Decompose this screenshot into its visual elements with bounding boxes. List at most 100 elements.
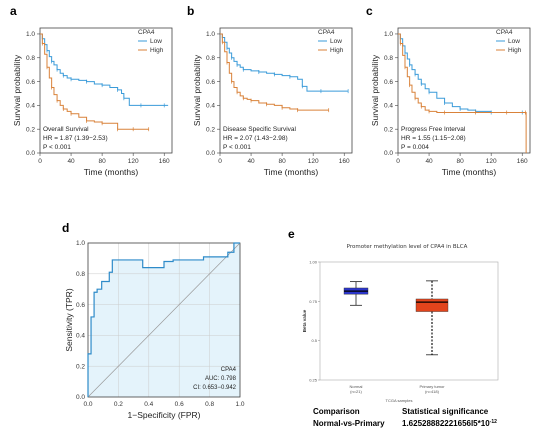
km-line-high [40, 33, 149, 130]
x-tick-label: 40 [67, 158, 75, 165]
y-tick-label: 0.5 [311, 338, 317, 343]
km-annotation: Overall Survival [43, 126, 89, 133]
y-tick-label: 0.2 [76, 363, 85, 370]
legend-label-low: Low [150, 38, 162, 45]
plot-frame [87, 242, 241, 398]
x-axis-title: Time (months) [442, 167, 497, 177]
roc-annotation: CPA4 [221, 367, 237, 373]
y-tick-label: 0.2 [384, 126, 393, 133]
plot-frame [39, 27, 173, 154]
y-tick-label: 1.0 [26, 31, 35, 38]
category-count: (n=418) [425, 389, 440, 394]
km-annotation: P < 0.001 [223, 144, 251, 151]
km-annotation: HR = 2.07 (1.43−2.98) [223, 135, 288, 142]
km-plot-c: 0.0 0.2 0.4 0.6 0.8 1.0 0 40 80 120 160 Time (month… [370, 27, 531, 177]
y-tick-label: 1.0 [384, 31, 393, 38]
y-tick-label: 1.00 [309, 260, 318, 265]
x-tick-label: 80 [99, 158, 107, 165]
legend-title: CPA4 [318, 29, 335, 36]
category-label: Primary tumor [419, 384, 445, 389]
box-plot-e: Promoter methylation level of CPA4 in BL… [302, 244, 499, 403]
significance-mantissa: 1.62528882221656l5*10 [402, 419, 490, 428]
x-tick-label: 160 [339, 158, 350, 165]
x-tick-label: 40 [425, 158, 433, 165]
x-tick-label: 0.8 [205, 401, 214, 408]
x-tick-label: 0 [218, 158, 222, 165]
y-axis-title: Survival probability [370, 54, 380, 126]
x-tick-label: 160 [517, 158, 528, 165]
significance-value: 1.62528882221656l5*10-12 [402, 419, 497, 428]
panel-letter-b: b [187, 4, 194, 18]
panel-letter-a: a [10, 4, 17, 18]
y-tick-label: 0.8 [206, 55, 215, 62]
legend-label-low: Low [508, 38, 520, 45]
x-axis-title: Time (months) [84, 167, 139, 177]
box-primary-tumor [415, 298, 449, 312]
x-tick-label: 160 [159, 158, 170, 165]
plot-frame [397, 27, 531, 154]
y-tick-label: 0.8 [26, 55, 35, 62]
y-tick-label: 0.2 [26, 126, 35, 133]
km-annotation: P < 0.001 [43, 144, 71, 151]
x-tick-label: 0.4 [144, 401, 153, 408]
km-line-high [220, 33, 329, 111]
significance-header: Statistical significance [402, 407, 489, 416]
x-tick-label: 0.2 [114, 401, 123, 408]
km-annotation: HR = 1.55 (1.15−2.08) [401, 135, 466, 142]
x-tick-label: 120 [486, 158, 497, 165]
y-axis-title: Beta value [302, 309, 307, 332]
x-axis-title: 1−Specificity (FPR) [128, 410, 201, 420]
km-line-high [398, 33, 527, 153]
category-label: Normal [350, 384, 363, 389]
y-tick-label: 0.4 [384, 103, 393, 110]
x-tick-label: 40 [247, 158, 255, 165]
x-tick-label: 0.0 [83, 401, 92, 408]
y-axis-title: Survival probability [192, 54, 202, 126]
km-annotation: HR = 1.87 (1.39−2.53) [43, 135, 108, 142]
x-tick-label: 120 [308, 158, 319, 165]
y-tick-label: 1.0 [206, 31, 215, 38]
legend-title: CPA4 [138, 29, 155, 36]
x-tick-label: 0 [396, 158, 400, 165]
y-tick-label: 0.4 [26, 103, 35, 110]
km-line-low [398, 33, 523, 114]
diagonal-reference-line [87, 242, 241, 398]
legend-label-high: High [330, 47, 344, 54]
km-annotation: Progress Free Interval [401, 126, 466, 133]
panel-letter-c: c [366, 4, 373, 18]
km-line-low [220, 33, 349, 92]
roc-plot-d: 0.0 0.2 0.4 0.6 0.8 1.0 0.0 0.2 0.4 0.6 0.8 1.0 1−Sp… [64, 240, 245, 420]
box-plot-title: Promoter methylation level of CPA4 in BL… [347, 244, 468, 250]
y-tick-label: 0.8 [384, 55, 393, 62]
x-tick-label: 0.6 [175, 401, 184, 408]
legend-label-low: Low [330, 38, 342, 45]
category-count: (n=21) [350, 389, 362, 394]
legend-label-high: High [150, 47, 164, 54]
y-tick-label: 0.6 [384, 79, 393, 86]
x-axis-title: Time (months) [264, 167, 319, 177]
km-annotation: Disease Specific Survival [223, 126, 297, 133]
y-tick-label: 0.4 [206, 103, 215, 110]
x-tick-label: 120 [128, 158, 139, 165]
roc-annotation: CI: 0.653−0.942 [193, 385, 237, 391]
y-tick-label: 0.75 [309, 299, 318, 304]
y-axis-title: Sensitivity (TPR) [64, 288, 74, 351]
y-tick-label: 0.8 [76, 271, 85, 278]
comparison-header: Comparison [313, 407, 360, 416]
km-plot-b: 0.0 0.2 0.4 0.6 0.8 1.0 0 40 80 120 160 Time (month… [192, 27, 353, 177]
y-axis-title: Survival probability [12, 54, 22, 126]
y-tick-label: 0.6 [26, 79, 35, 86]
x-tick-label: 1.0 [235, 401, 244, 408]
plot-frame [319, 261, 499, 381]
y-tick-label: 0.25 [309, 378, 318, 383]
km-annotation: P = 0.004 [401, 144, 429, 151]
roc-annotation: AUC: 0.798 [205, 376, 237, 382]
y-tick-label: 0.0 [206, 150, 215, 157]
x-tick-label: 0 [38, 158, 42, 165]
significance-exponent: -12 [490, 419, 497, 425]
y-tick-label: 0.0 [76, 394, 85, 401]
panel-letter-e: e [288, 227, 295, 241]
comparison-table: Comparison Statistical significance Norm… [313, 407, 497, 428]
y-tick-label: 0.0 [384, 150, 393, 157]
legend-label-high: High [508, 47, 522, 54]
